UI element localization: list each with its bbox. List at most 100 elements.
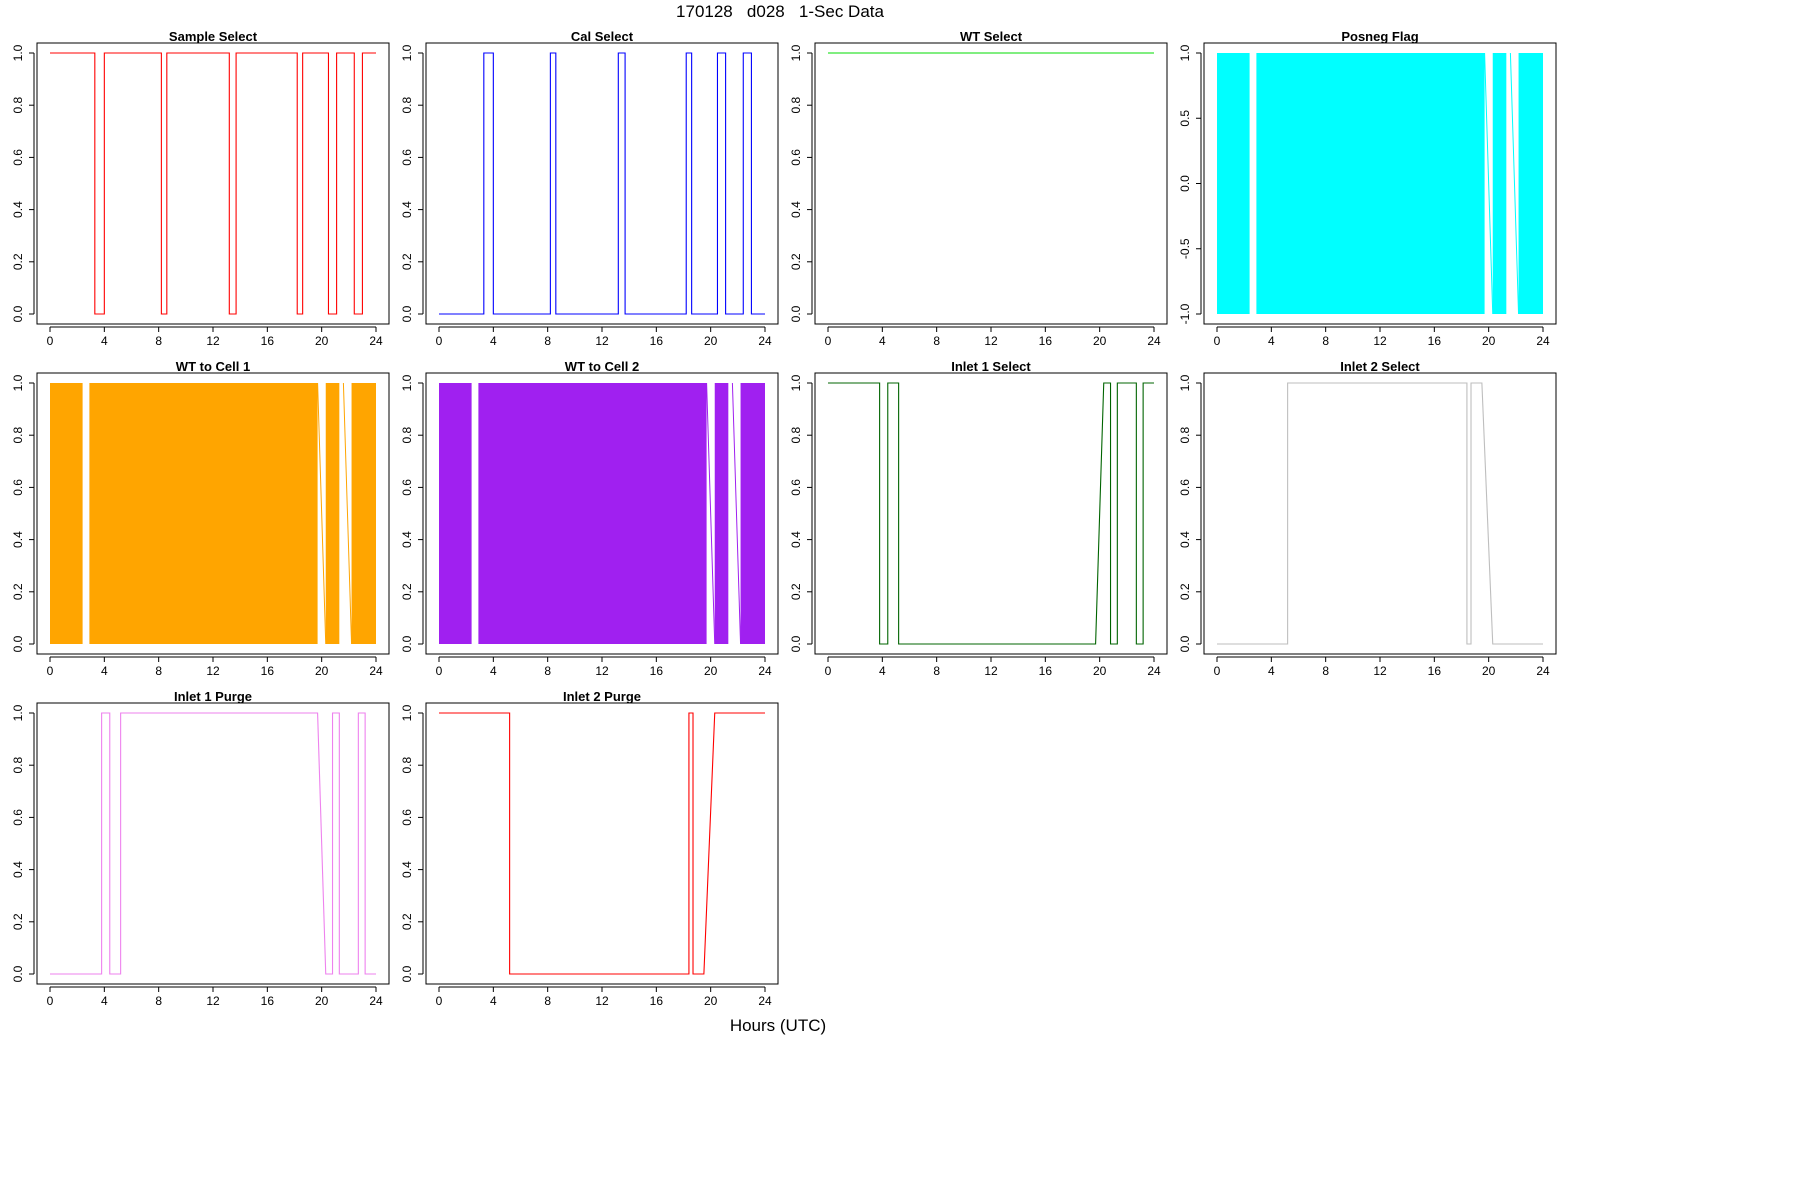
x-tick-label: 8 [933,334,940,348]
x-tick-label: 12 [1373,664,1387,678]
filled-band [1256,53,1485,314]
x-tick-label: 20 [704,334,718,348]
y-tick-label: 1.0 [1178,374,1192,391]
y-tick-label: 0.2 [11,913,25,930]
y-tick-label: 0.4 [400,861,414,878]
panel-4: Posneg Flag 0 4 8 12 16 20 24 -1.0 -0.5 0.0 0.5 1.0 [1178,29,1557,348]
x-tick-label: 24 [758,334,772,348]
filled-band [714,383,729,644]
y-tick-label: 0.4 [789,201,803,218]
x-tick-label: 12 [206,334,220,348]
x-tick-label: 16 [650,994,664,1008]
y-tick-label: 0.4 [11,531,25,548]
x-tick-label: 12 [1373,334,1387,348]
x-tick-label: 4 [101,664,108,678]
y-tick-label: 0.6 [789,149,803,166]
panel-title: WT to Cell 1 [176,359,250,374]
y-tick-label: 0.6 [400,479,414,496]
x-tick-label: 20 [1093,664,1107,678]
plot-frame [1203,372,1557,655]
x-tick-label: 12 [595,994,609,1008]
filled-band [89,383,318,644]
y-tick-label: 0.4 [11,201,25,218]
series-line [439,52,765,315]
x-tick-label: 4 [490,664,497,678]
y-tick-label: 0.0 [789,305,803,322]
x-tick-label: 16 [1428,664,1442,678]
panel-title: Inlet 1 Purge [174,689,252,704]
filled-band [439,383,472,644]
panel-title: Inlet 2 Select [1340,359,1420,374]
y-tick-label: -0.5 [1178,238,1192,259]
series-line [439,712,765,975]
y-tick-label: 0.0 [1178,175,1192,192]
x-tick-label: 12 [984,334,998,348]
plot-frame [36,372,390,655]
x-axis-label: Hours (UTC) [729,1016,827,1035]
panel-1: Sample Select 0 4 8 12 16 20 24 0.0 0.2 0.4 0.6 0.8 1… [11,29,390,348]
y-tick-label: 0.8 [789,97,803,114]
y-tick-label: 0.0 [11,965,25,982]
series-line [828,382,1154,645]
y-tick-label: 1.0 [789,44,803,61]
x-tick-label: 4 [101,994,108,1008]
series-line [50,712,376,975]
panel-3: WT Select 0 4 8 12 16 20 24 0.0 0.2 0.4 0.6 0.8 1.0 [789,29,1168,348]
series-line [1217,382,1543,645]
x-tick-label: 12 [206,994,220,1008]
x-tick-label: 16 [1039,664,1053,678]
x-tick-label: 8 [544,664,551,678]
y-tick-label: 0.0 [11,305,25,322]
x-tick-label: 20 [1093,334,1107,348]
plot-frame [814,372,1168,655]
panel-title: Posneg Flag [1341,29,1418,44]
x-tick-label: 24 [758,664,772,678]
y-tick-label: -1.0 [1178,303,1192,324]
y-tick-label: 0.8 [11,427,25,444]
x-tick-label: 8 [1322,664,1329,678]
y-tick-label: 0.0 [1178,635,1192,652]
y-tick-label: 0.2 [789,583,803,600]
panel-title: Inlet 2 Purge [563,689,641,704]
x-tick-label: 20 [1482,664,1496,678]
plot-frame [36,702,390,985]
y-tick-label: 0.0 [400,305,414,322]
y-tick-label: 0.2 [789,253,803,270]
y-tick-label: 0.2 [11,253,25,270]
y-tick-label: 0.4 [400,201,414,218]
panel-6: WT to Cell 2 0 4 8 12 16 20 24 0.0 0.2 0.4 0.6 0.8 1.… [400,359,779,678]
x-tick-label: 24 [369,994,383,1008]
y-tick-label: 0.4 [1178,531,1192,548]
filled-band [50,383,83,644]
x-tick-label: 20 [315,334,329,348]
transition-line [342,382,353,645]
x-tick-label: 16 [650,334,664,348]
transition-line [317,382,327,645]
panel-title: Inlet 1 Select [951,359,1031,374]
y-tick-label: 0.2 [1178,583,1192,600]
transition-line [731,382,742,645]
panel-10: Inlet 2 Purge 0 4 8 12 16 20 24 0.0 0.2 0.4 0.6 0.8 1… [400,689,779,1008]
x-tick-label: 16 [261,664,275,678]
x-tick-label: 8 [1322,334,1329,348]
x-tick-label: 0 [436,664,443,678]
y-tick-label: 0.6 [1178,479,1192,496]
filled-band [1492,53,1507,314]
x-tick-label: 16 [1039,334,1053,348]
y-tick-label: 0.8 [400,757,414,774]
x-tick-label: 20 [315,664,329,678]
series-line [50,52,376,315]
x-tick-label: 24 [758,994,772,1008]
x-tick-label: 0 [436,334,443,348]
y-tick-label: 0.0 [400,635,414,652]
filled-band [1518,53,1543,314]
panel-7: Inlet 1 Select 0 4 8 12 16 20 24 0.0 0.2 0.4 0.6 0.8… [789,359,1168,678]
x-tick-label: 0 [1214,664,1221,678]
x-tick-label: 8 [155,334,162,348]
y-tick-label: 0.6 [400,809,414,826]
x-tick-label: 20 [704,994,718,1008]
x-tick-label: 4 [879,664,886,678]
y-tick-label: 0.4 [11,861,25,878]
y-tick-label: 0.6 [11,809,25,826]
x-tick-label: 0 [436,994,443,1008]
